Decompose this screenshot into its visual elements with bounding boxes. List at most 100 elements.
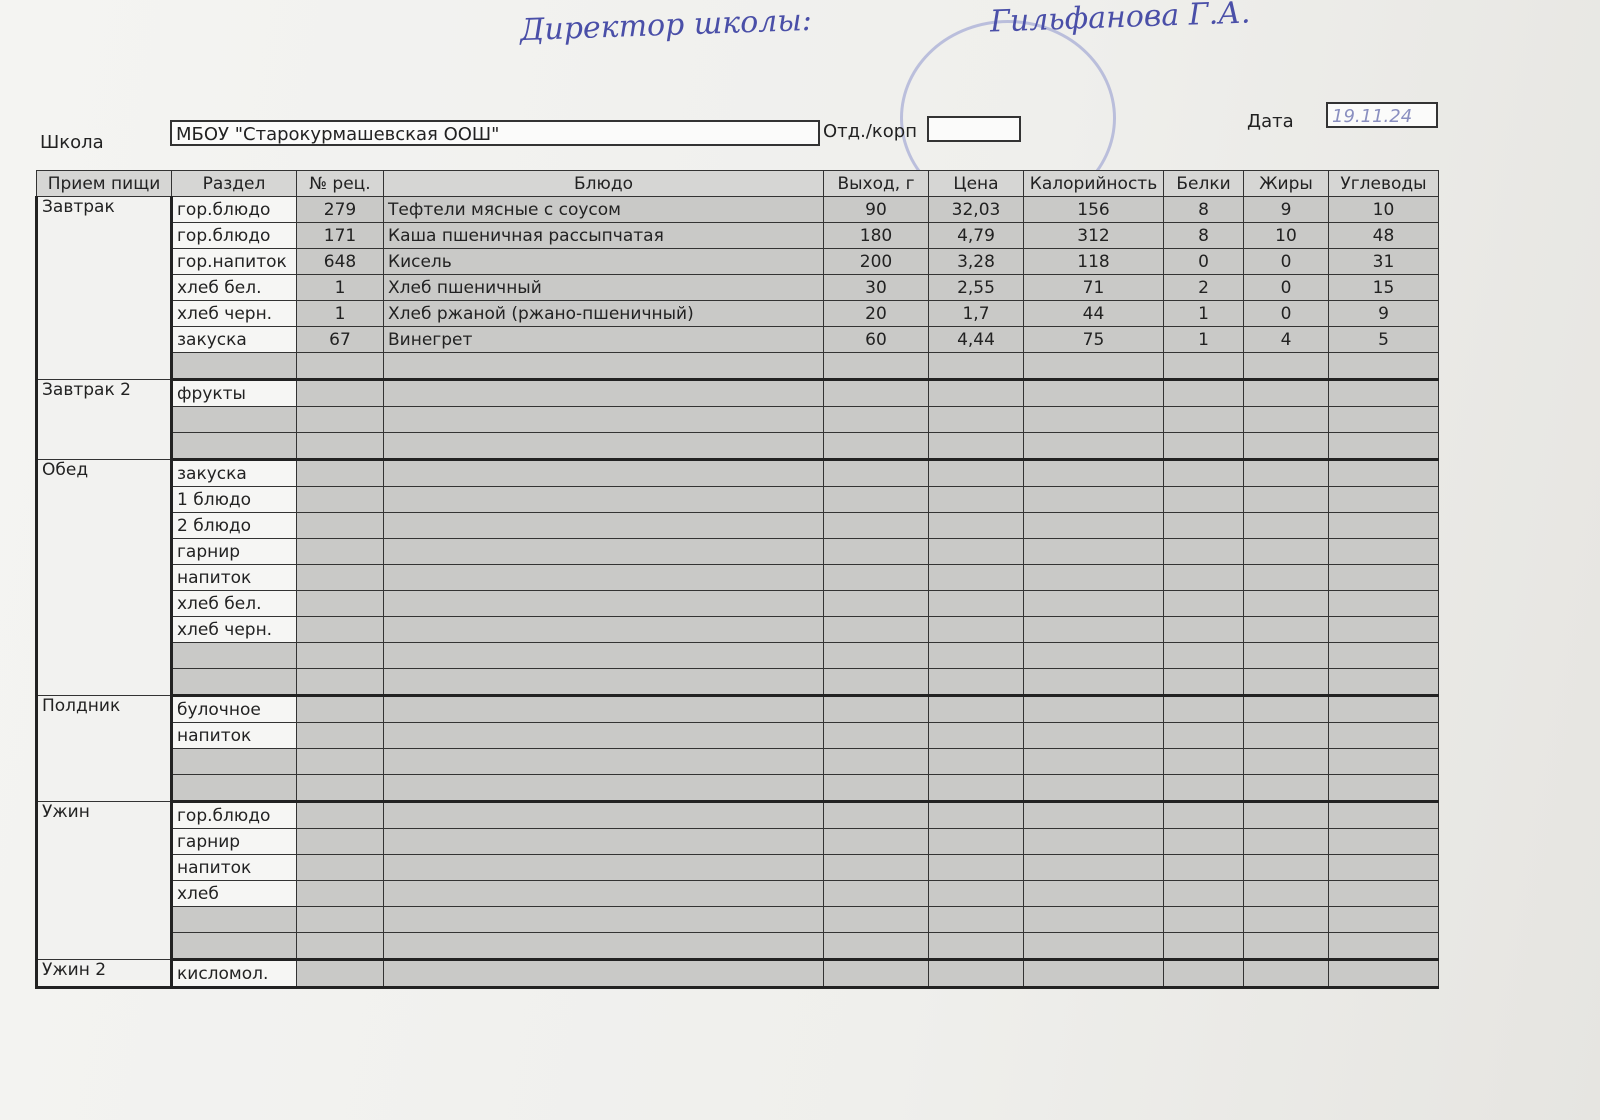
- menu-row: [37, 642, 1439, 669]
- cell-carbs: [1328, 932, 1439, 961]
- cell-price: [928, 774, 1024, 803]
- cell-recipe: [296, 959, 384, 989]
- branch-label: Отд./корп: [823, 121, 917, 142]
- cell-dish: [383, 432, 824, 461]
- cell-price: [928, 352, 1024, 381]
- cell-recipe: [296, 459, 384, 487]
- cell-recipe: 279: [296, 196, 384, 223]
- cell-fat: [1243, 774, 1329, 803]
- menu-row: [37, 668, 1439, 697]
- cell-yield: [823, 538, 929, 565]
- cell-recipe: [296, 774, 384, 803]
- cell-protein: [1163, 379, 1244, 407]
- cell-dish: Каша пшеничная рассыпчатая: [383, 222, 824, 249]
- cell-section: [171, 932, 297, 961]
- cell-carbs: 15: [1328, 274, 1439, 301]
- cell-section: [171, 748, 297, 775]
- cell-protein: [1163, 854, 1244, 881]
- column-header: № рец.: [296, 170, 384, 197]
- menu-table: Прием пищи Раздел № рец. Блюдо Выход, г Цена К…: [35, 170, 1439, 989]
- cell-section: закуска: [171, 326, 297, 353]
- menu-row: хлеб: [37, 880, 1439, 907]
- meal-name: Обед: [35, 459, 173, 696]
- cell-protein: 1: [1163, 300, 1244, 327]
- cell-fat: 0: [1243, 274, 1329, 301]
- cell-dish: [383, 668, 824, 697]
- cell-fat: [1243, 722, 1329, 749]
- cell-yield: [823, 459, 929, 487]
- cell-carbs: [1328, 828, 1439, 855]
- cell-dish: Тефтели мясные с соусом: [383, 196, 824, 223]
- column-header: Прием пищи: [36, 170, 172, 197]
- cell-calories: [1023, 880, 1164, 907]
- cell-price: [928, 564, 1024, 591]
- cell-fat: [1243, 906, 1329, 933]
- cell-carbs: 31: [1328, 248, 1439, 275]
- cell-yield: [823, 406, 929, 433]
- cell-section: [171, 352, 297, 381]
- cell-fat: [1243, 406, 1329, 433]
- cell-recipe: [296, 722, 384, 749]
- cell-calories: [1023, 774, 1164, 803]
- cell-fat: 9: [1243, 196, 1329, 223]
- cell-protein: [1163, 616, 1244, 643]
- menu-row: хлеб черн.: [37, 616, 1439, 643]
- menu-row: гор.напиток 648 Кисель 200 3,28 118 0 0 31: [37, 248, 1439, 275]
- cell-section: напиток: [171, 564, 297, 591]
- cell-carbs: [1328, 352, 1439, 381]
- cell-section: закуска: [171, 459, 297, 487]
- menu-row: напиток: [37, 854, 1439, 881]
- cell-protein: [1163, 352, 1244, 381]
- date-box: 19.11.24: [1326, 102, 1438, 128]
- cell-recipe: [296, 748, 384, 775]
- cell-calories: [1023, 668, 1164, 697]
- cell-price: [928, 538, 1024, 565]
- cell-yield: [823, 854, 929, 881]
- cell-yield: [823, 590, 929, 617]
- menu-row: Полдник булочное: [35, 695, 1439, 802]
- cell-yield: [823, 748, 929, 775]
- cell-recipe: [296, 379, 384, 407]
- cell-recipe: 171: [296, 222, 384, 249]
- cell-recipe: [296, 695, 384, 723]
- cell-price: [928, 695, 1024, 723]
- cell-protein: [1163, 774, 1244, 803]
- cell-carbs: [1328, 564, 1439, 591]
- cell-yield: [823, 722, 929, 749]
- cell-yield: 90: [823, 196, 929, 223]
- cell-calories: [1023, 695, 1164, 723]
- cell-carbs: [1328, 774, 1439, 803]
- cell-protein: [1163, 880, 1244, 907]
- cell-fat: [1243, 459, 1329, 487]
- cell-yield: [823, 642, 929, 669]
- cell-fat: [1243, 590, 1329, 617]
- cell-calories: [1023, 379, 1164, 407]
- cell-dish: [383, 722, 824, 749]
- cell-carbs: [1328, 379, 1439, 407]
- cell-calories: [1023, 512, 1164, 539]
- column-header: Раздел: [171, 170, 297, 197]
- cell-dish: [383, 959, 824, 989]
- cell-calories: [1023, 486, 1164, 513]
- menu-row: гарнир: [37, 538, 1439, 565]
- cell-fat: [1243, 801, 1329, 829]
- cell-price: [928, 828, 1024, 855]
- cell-recipe: [296, 668, 384, 697]
- cell-carbs: [1328, 642, 1439, 669]
- cell-yield: [823, 564, 929, 591]
- cell-dish: Хлеб пшеничный: [383, 274, 824, 301]
- cell-price: 3,28: [928, 248, 1024, 275]
- column-header: Белки: [1163, 170, 1244, 197]
- cell-price: [928, 722, 1024, 749]
- cell-dish: [383, 932, 824, 961]
- cell-carbs: [1328, 432, 1439, 461]
- cell-fat: 4: [1243, 326, 1329, 353]
- cell-price: [928, 406, 1024, 433]
- cell-section: [171, 668, 297, 697]
- cell-section: напиток: [171, 722, 297, 749]
- cell-protein: [1163, 486, 1244, 513]
- cell-dish: [383, 616, 824, 643]
- cell-section: гор.напиток: [171, 248, 297, 275]
- cell-protein: [1163, 959, 1244, 989]
